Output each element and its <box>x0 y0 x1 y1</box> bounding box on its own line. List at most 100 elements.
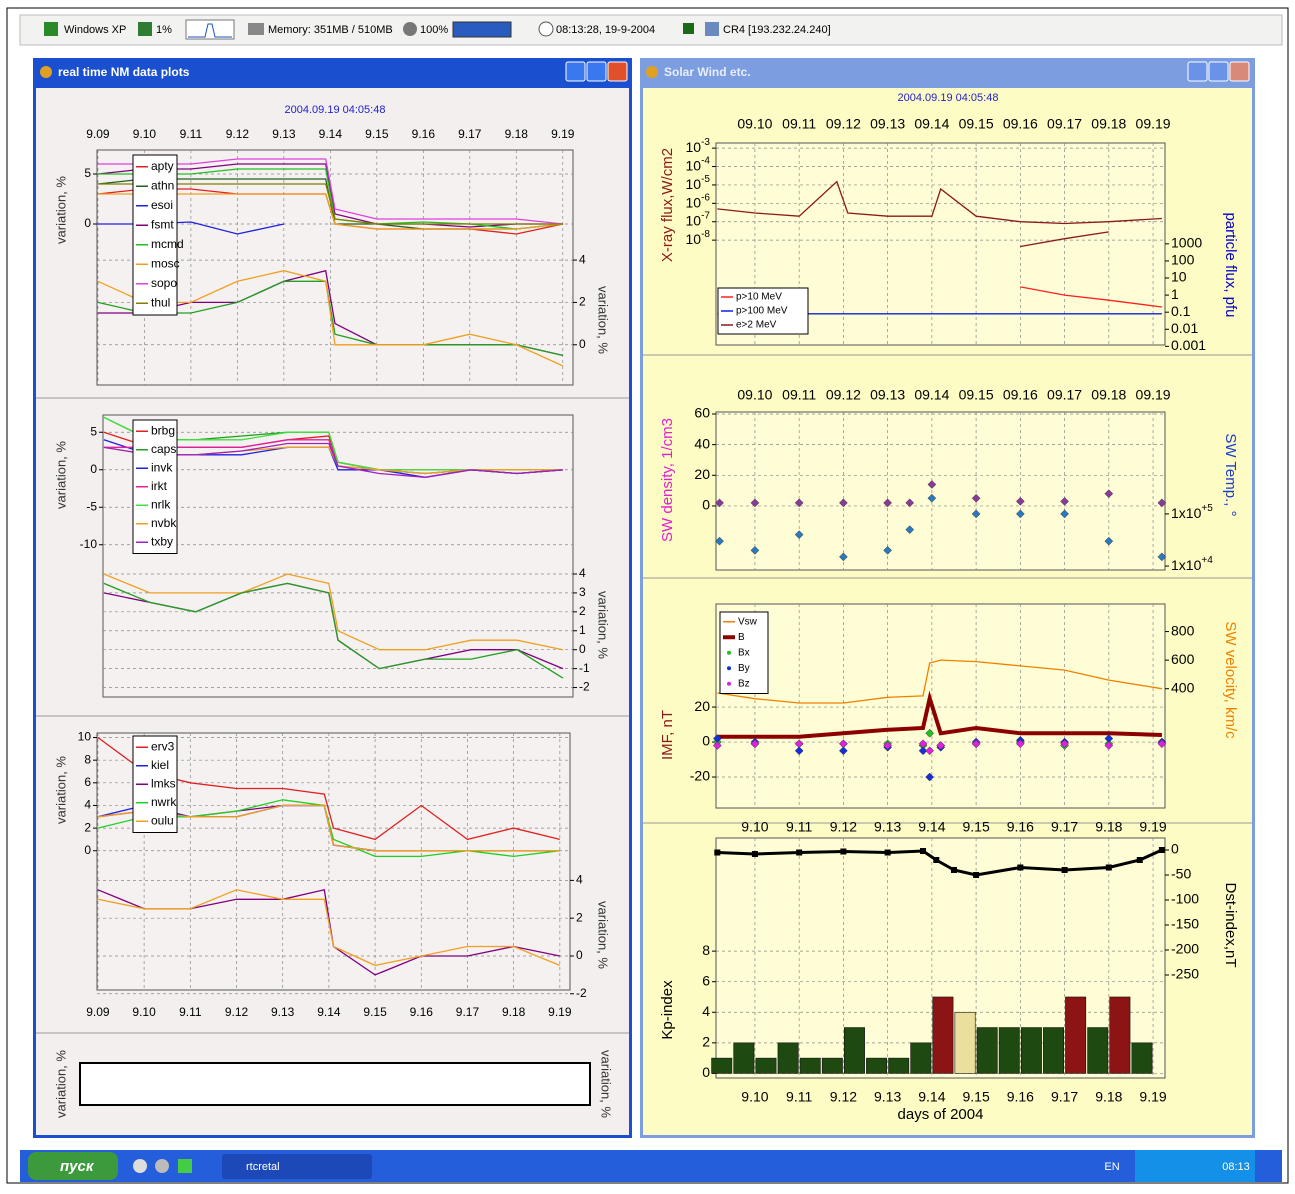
x-tick-label: 9.14 <box>918 1089 945 1105</box>
legend-label: erv3 <box>151 739 175 753</box>
bar <box>844 1028 864 1074</box>
memory-icon[interactable] <box>248 23 264 35</box>
series-marker <box>973 872 979 878</box>
x-tick-label: 09.10 <box>737 116 772 132</box>
tick-label: -200 <box>1171 941 1199 957</box>
task-button[interactable] <box>222 1154 372 1179</box>
tick-label: 10 <box>78 730 92 744</box>
x-tick-label: 9.13 <box>874 1089 901 1105</box>
x-tick-label: 9.18 <box>505 127 529 141</box>
x-tick-label: 9.14 <box>918 819 945 835</box>
legend-swatch <box>727 651 731 655</box>
y2-axis-label: SW Temp., ° <box>1222 433 1239 516</box>
language[interactable]: EN <box>1104 1161 1119 1173</box>
series-marker <box>1137 857 1143 863</box>
x-tick-label: 9.09 <box>86 127 110 141</box>
tick-label: 0 <box>84 843 91 857</box>
maximize-button[interactable] <box>1209 62 1228 81</box>
close-button[interactable] <box>1230 62 1249 81</box>
tick-label: -2 <box>579 680 590 694</box>
x-tick-label: 09.19 <box>1136 116 1171 132</box>
x-tick-label: 09.11 <box>782 387 816 403</box>
series-marker <box>1159 847 1165 853</box>
tick-label: -50 <box>1171 866 1191 882</box>
os-label: Windows XP <box>64 24 126 36</box>
status-icon[interactable] <box>683 23 694 34</box>
quick-launch[interactable] <box>133 1159 147 1173</box>
tick-label: 2 <box>576 910 583 924</box>
close-button[interactable] <box>608 62 627 81</box>
bar <box>800 1058 820 1073</box>
legend-label: apty <box>151 159 174 173</box>
legend-label: nrlk <box>151 497 171 511</box>
tick-label: 0.001 <box>1171 337 1206 353</box>
x-tick-label: 09.18 <box>1091 116 1126 132</box>
task-label: rtcretal <box>246 1161 280 1173</box>
tick-base: 10 <box>686 139 702 155</box>
x-tick-label: 9.14 <box>317 1005 341 1019</box>
cpu-icon[interactable] <box>138 22 152 36</box>
x-tick-label: 9.16 <box>412 127 436 141</box>
legend-label: caps <box>151 442 176 456</box>
bar <box>1065 997 1085 1073</box>
window-title: real time NM data plots <box>58 65 190 79</box>
quick-launch[interactable] <box>155 1159 169 1173</box>
series-marker <box>1062 867 1068 873</box>
x-tick-label: 9.11 <box>179 1005 202 1019</box>
tick-label: 0 <box>84 216 91 230</box>
bar <box>933 997 953 1073</box>
x-tick-label: 9.16 <box>1007 819 1034 835</box>
clock-icon[interactable] <box>539 22 553 36</box>
tick-label: 60 <box>694 405 710 421</box>
tick-label: 0 <box>579 642 586 656</box>
legend-label: txby <box>151 534 173 548</box>
x-tick-label: 9.11 <box>786 819 812 835</box>
bar <box>999 1028 1019 1074</box>
y-axis-label: Kp-index <box>659 980 676 1040</box>
x-tick-label: 9.13 <box>272 127 296 141</box>
series-marker <box>796 850 802 856</box>
tick-label: 0.01 <box>1171 320 1198 336</box>
quick-launch[interactable] <box>178 1159 192 1173</box>
tick-label: 0 <box>1171 841 1179 857</box>
window-title: Solar Wind etc. <box>664 65 751 79</box>
legend-label: sopo <box>151 276 177 290</box>
tick-label: -10 <box>80 537 98 551</box>
maximize-button[interactable] <box>587 62 606 81</box>
tick-base: 10 <box>686 176 702 192</box>
y2-axis-label: variation, % <box>599 1050 614 1118</box>
x-tick-label: 9.11 <box>786 1089 812 1105</box>
tick-label: 4 <box>576 873 583 887</box>
x-tick-label: 09.13 <box>870 387 905 403</box>
volume-icon[interactable] <box>403 22 417 36</box>
x-tick-label: 09.17 <box>1047 387 1082 403</box>
legend-label: B <box>738 632 745 643</box>
bar <box>1088 1028 1108 1074</box>
legend-label: mcmd <box>151 237 184 251</box>
x-tick-label: 9.11 <box>180 127 203 141</box>
legend-label: esoi <box>151 198 173 212</box>
tick-base: 1x10 <box>1171 557 1202 573</box>
minimize-button[interactable] <box>566 62 585 81</box>
x-tick-label: 9.10 <box>741 1089 768 1105</box>
tick-label: 2 <box>84 820 91 834</box>
tick-base: 10 <box>686 194 702 210</box>
tick-label: -150 <box>1171 916 1199 932</box>
plot-area <box>716 412 1165 570</box>
legend-label: invk <box>151 460 173 474</box>
network-icon[interactable] <box>705 22 719 36</box>
tick-label: 0 <box>702 497 710 513</box>
minimize-button[interactable] <box>1188 62 1207 81</box>
cpu-graph <box>186 20 234 39</box>
os-icon[interactable] <box>44 22 58 36</box>
legend-label: mosc <box>151 256 180 270</box>
y-axis-label: variation, % <box>53 1050 68 1118</box>
bar <box>866 1058 886 1073</box>
volume-label: 100% <box>420 24 448 36</box>
x-tick-label: 9.15 <box>962 1089 989 1105</box>
plot-area <box>716 604 1165 808</box>
tick-label: -100 <box>1171 891 1199 907</box>
x-tick-label: 9.16 <box>1007 1089 1034 1105</box>
start-label: пуск <box>60 1158 95 1175</box>
legend-swatch <box>727 682 731 686</box>
